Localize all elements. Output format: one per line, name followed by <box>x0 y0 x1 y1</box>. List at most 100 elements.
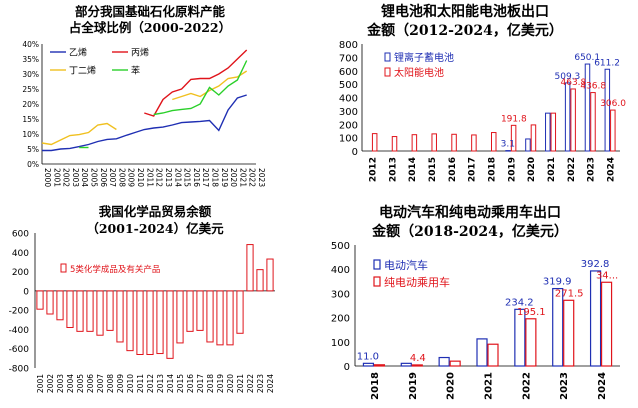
chart4-title-line1: 电动汽车和纯电动乘用车出口 <box>379 204 561 221</box>
chart3-xtick-label: 2021 <box>236 374 245 393</box>
chart3-xtick-label: 2005 <box>76 374 85 393</box>
chart2-bar-solar <box>371 133 378 152</box>
chart3-ytick-label: 200 <box>12 268 29 278</box>
chart3-xtick-label: 2006 <box>86 374 95 393</box>
chart3-xtick-label: 2019 <box>216 374 225 393</box>
chart4-title-line2: 金额（2018-2024，亿美元） <box>371 223 568 240</box>
chart3-xtick-label: 2020 <box>226 374 235 393</box>
chart1-series-line-1 <box>144 49 248 117</box>
chart2-bar-solar <box>411 134 418 152</box>
chart4-ytick-label: 0 <box>344 362 350 373</box>
chart3-bar <box>186 290 194 332</box>
chart2-bar-solar <box>550 112 557 152</box>
chart3-xtick-label: 2011 <box>136 374 145 393</box>
chart2-xtick-label: 2022 <box>567 157 577 182</box>
chart3-xtick-label: 2015 <box>176 374 185 393</box>
chart2-bar-battery <box>545 112 551 152</box>
chart4-data-label: 319.9 <box>543 277 572 288</box>
chart2-xtick-label: 2023 <box>587 157 597 182</box>
chart1-ytick-label: 20% <box>22 100 39 109</box>
chart4-xtick-label: 2022 <box>521 372 532 400</box>
chart1-title-line1: 部分我国基础石化原料产能 <box>75 4 226 19</box>
chart4-data-label: 271.5 <box>555 288 584 299</box>
chart4-data-label: 11.0 <box>357 351 379 362</box>
chart2-data-label: 611.2 <box>594 58 620 68</box>
chart4-xtick-label: 2021 <box>484 372 495 400</box>
chart2-data-label: 306.0 <box>600 99 626 109</box>
chart3-bar <box>246 244 254 292</box>
chart1-xtick-label: 2017 <box>201 168 210 187</box>
chart3-ytick-label: -400 <box>9 326 30 336</box>
chart4-xtick-label: 2019 <box>408 372 419 400</box>
chart2-legend-swatch <box>384 52 391 62</box>
chart3-ytick-label: 0 <box>23 287 29 297</box>
chart2-legend-swatch <box>384 67 391 77</box>
chart3-bar <box>126 290 134 352</box>
chart1-ytick-label: 30% <box>22 70 39 79</box>
chart3-bar <box>266 258 274 292</box>
chart2-xtick-label: 2021 <box>547 157 557 182</box>
chart2-data-label: 650.1 <box>574 53 600 63</box>
chart3-bar <box>136 290 144 356</box>
chart1-ytick-label: 5% <box>27 145 39 154</box>
chart2-ytick-label: 400 <box>339 94 358 105</box>
chart3-title-line1: 我国化学品贸易余额 <box>99 204 212 219</box>
chart3-bar <box>176 290 184 344</box>
chart3-bar <box>206 290 214 343</box>
chart2-ytick-label: 700 <box>339 53 358 64</box>
chart4-ytick-label: 400 <box>331 265 350 276</box>
chart1-xtick-label: 2020 <box>229 168 238 187</box>
chart3-ytick-label: -800 <box>9 365 30 375</box>
chart3-bar <box>66 290 74 329</box>
chart3-xtick-label: 2008 <box>106 374 115 393</box>
chart1-xtick-label: 2010 <box>136 168 145 187</box>
chart1-ytick-label: 0% <box>27 160 39 169</box>
chart3-xtick-label: 2007 <box>96 374 105 393</box>
chart1-legend-label: 丁二烯 <box>69 65 96 77</box>
chart1-plot: 0%5%10%15%20%25%30%35%40%2000 2001 2002 200… <box>22 40 266 187</box>
chart2-xtick-label: 2017 <box>468 157 478 182</box>
chart4-data-label: 34... <box>596 270 618 281</box>
chart4-legend-label: 电动汽车 <box>384 258 428 272</box>
chart1-xtick-label: 2002 <box>62 168 71 187</box>
chart1-series-line-2 <box>41 122 117 146</box>
chart4-bar-ev <box>552 287 564 367</box>
chart1-ytick-label: 10% <box>22 130 39 139</box>
chart2-plot: 0 100 200 300 400 500 600 700 800 2012 2013 2014 201… <box>339 40 626 182</box>
chart3-ytick-label: -200 <box>9 307 30 317</box>
chart2-xtick-label: 2012 <box>368 157 378 182</box>
chart1-xtick-label: 2001 <box>52 168 61 187</box>
chart1-ytick-label: 40% <box>22 40 39 49</box>
chart4-ytick-label: 200 <box>331 314 350 325</box>
chart2-legend-label: 太阳能电池 <box>394 66 444 79</box>
chart3-ytick-label: 600 <box>12 230 29 240</box>
chart4-bar-ev <box>400 362 412 367</box>
chart1-series-line-0 <box>42 94 247 152</box>
chart1-xtick-label: 2016 <box>192 168 201 187</box>
chart1-xtick-label: 2012 <box>155 168 164 187</box>
chart3-bar <box>106 290 114 331</box>
chart3-xtick-label: 2001 <box>36 374 45 393</box>
chart3-xtick-label: 2010 <box>126 374 135 393</box>
chart3-xtick-label: 2003 <box>56 374 65 393</box>
chart2-ytick-label: 100 <box>339 134 358 145</box>
chart1-xtick-label: 2004 <box>80 168 89 187</box>
chart2-data-label: 509.3 <box>555 72 581 82</box>
chart2-xtick-label: 2013 <box>388 157 398 182</box>
chart2-xtick-label: 2016 <box>448 157 458 182</box>
chart3-bar <box>86 290 94 332</box>
chart4-xtick-label: 2024 <box>597 372 608 400</box>
chart1-xtick-label: 2023 <box>257 168 266 187</box>
chart4-legend-swatch <box>373 259 381 270</box>
chart2-bar-solar <box>590 92 596 152</box>
chart2-xtick-label: 2024 <box>607 157 617 182</box>
chart1-xtick-label: 2009 <box>127 168 136 187</box>
chart2-ytick-label: 0 <box>352 147 358 158</box>
chart2-legend-label: 锂离子蓄电池 <box>394 51 454 64</box>
chart1-xtick-label: 2005 <box>90 168 99 187</box>
chart4-legend-swatch <box>373 276 381 287</box>
chart4-xtick-label: 2018 <box>370 372 381 400</box>
chart3-xtick-label: 2022 <box>246 374 255 393</box>
chart1-legend-label: 苯 <box>131 65 140 77</box>
chart3-bar <box>156 290 164 355</box>
